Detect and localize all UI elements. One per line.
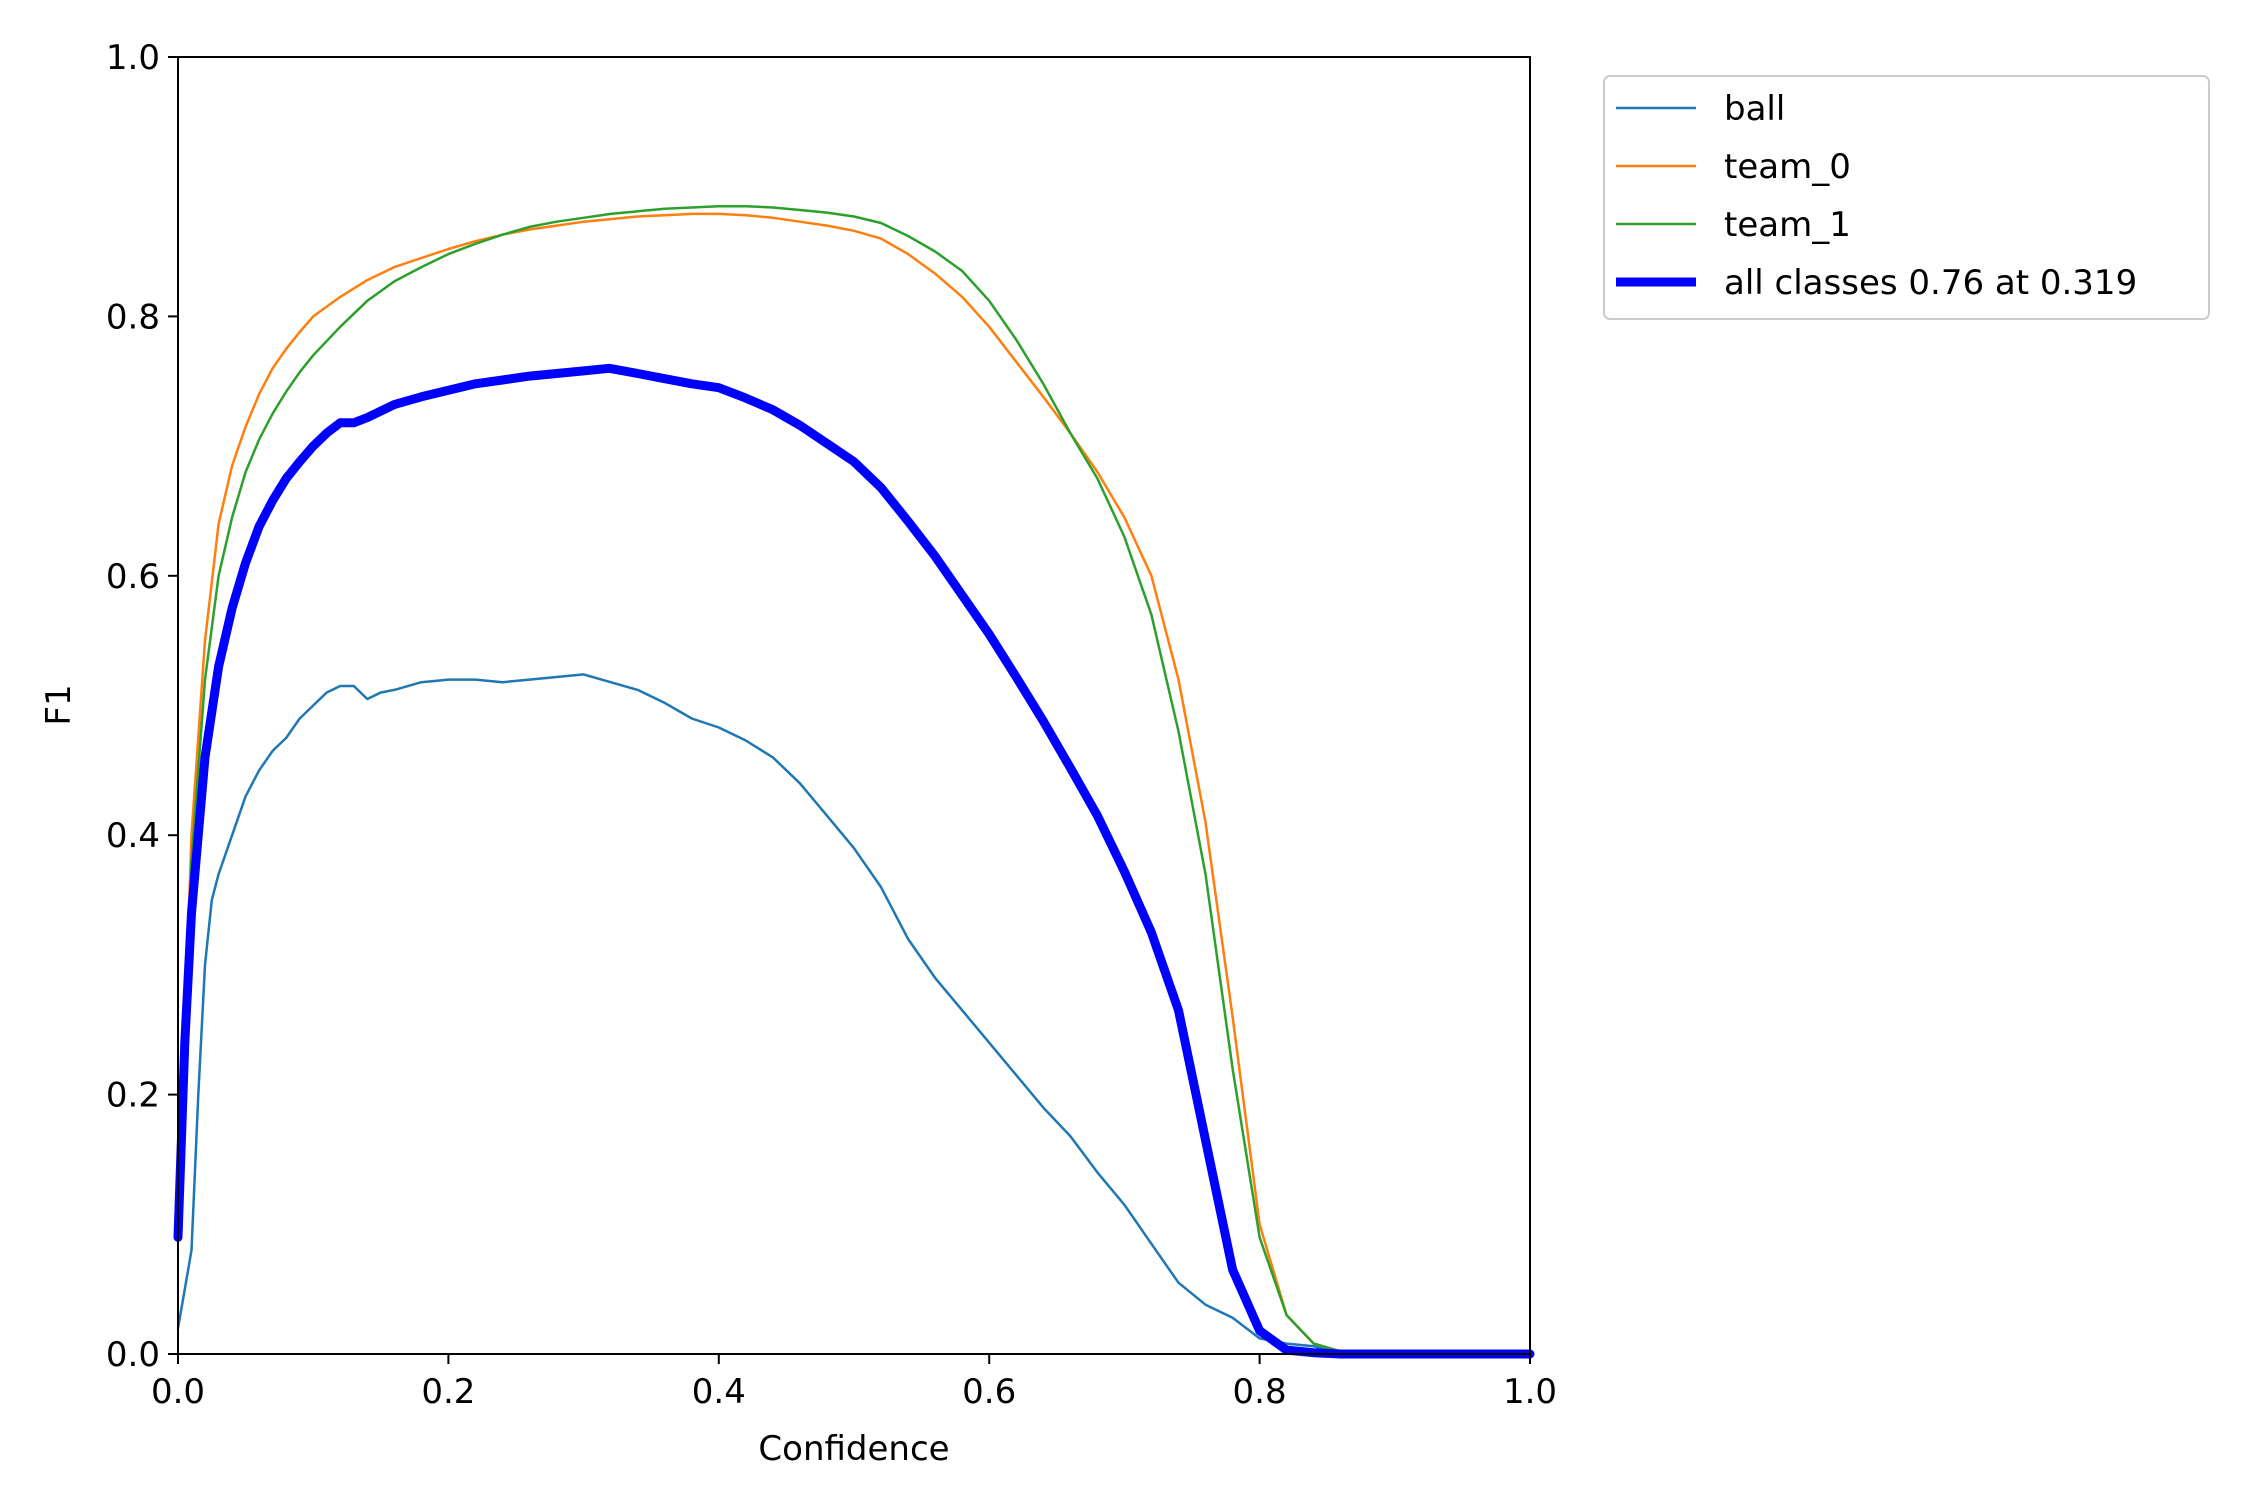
x-tick-label: 0.8 — [1233, 1372, 1287, 1412]
plot-area — [178, 57, 1530, 1354]
legend-label: all classes 0.76 at 0.319 — [1724, 263, 2137, 303]
series-line-2 — [176, 204, 1532, 1356]
x-axis: 0.0 0.2 0.4 0.6 0.8 1.0 — [151, 1354, 1557, 1412]
legend-label: ball — [1724, 89, 1785, 129]
x-tick-label: 0.6 — [962, 1372, 1016, 1412]
y-axis-label: F1 — [39, 684, 79, 725]
x-tick-label: 0.2 — [421, 1372, 475, 1412]
y-tick-label: 0.2 — [106, 1076, 160, 1116]
legend-label: team_1 — [1724, 205, 1851, 245]
series-line-0 — [176, 673, 1532, 1356]
y-tick-label: 0.4 — [106, 816, 160, 856]
x-axis-label: Confidence — [758, 1429, 949, 1469]
y-tick-label: 1.0 — [106, 38, 160, 78]
legend-box — [1603, 75, 2210, 320]
plot-frame — [177, 56, 1531, 1355]
y-tick-label: 0.8 — [106, 297, 160, 337]
series-line-1 — [176, 212, 1532, 1356]
y-tick-label: 0.0 — [106, 1335, 160, 1375]
x-tick-label: 0.4 — [692, 1372, 746, 1412]
series-layer — [173, 204, 1535, 1359]
x-tick-label: 0.0 — [151, 1372, 205, 1412]
series-line-3 — [173, 363, 1535, 1359]
legend-label: team_0 — [1724, 147, 1851, 187]
y-axis: 0.0 0.2 0.4 0.6 0.8 1.0 — [106, 38, 178, 1375]
y-tick-label: 0.6 — [106, 557, 160, 597]
x-tick-label: 1.0 — [1503, 1372, 1557, 1412]
